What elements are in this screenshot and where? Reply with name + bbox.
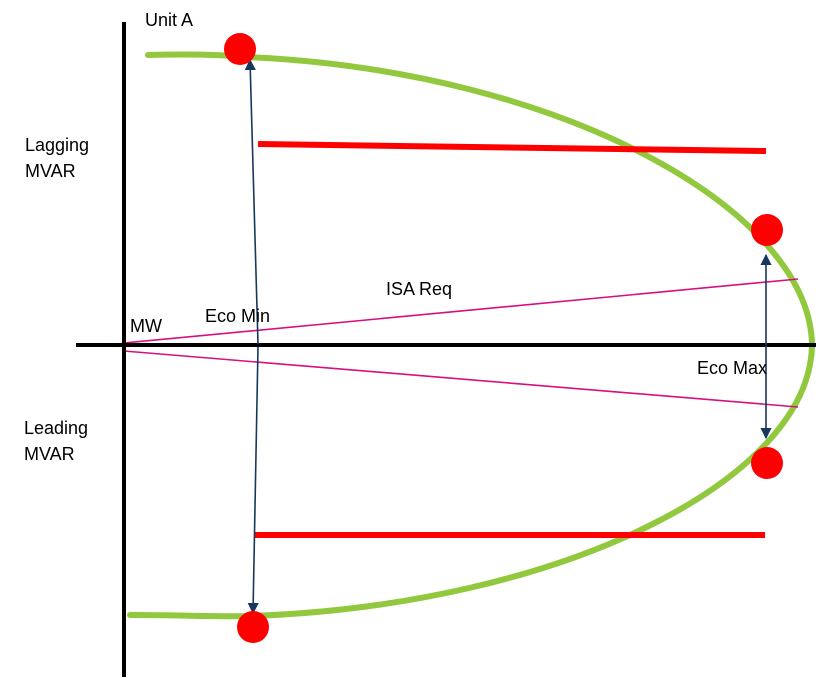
isa-req-label: ISA Req (386, 279, 453, 299)
leading-mvar-label-line1: Leading (24, 418, 89, 438)
marker-eco-max-leading (751, 447, 783, 479)
isa-req-line-lower (123, 350, 799, 408)
marker-eco-min-lagging (224, 33, 256, 65)
marker-eco-min-leading (237, 611, 269, 643)
diagram-title: Unit A (145, 10, 194, 30)
mw-axis-label: MW (130, 316, 162, 336)
lagging-mvar-label-line1: Lagging (25, 135, 90, 155)
leading-mvar-label-line2: MVAR (24, 444, 75, 464)
eco-min-arrow-down (247, 346, 259, 615)
eco-min-label: Eco Min (205, 306, 271, 326)
lagging-limit-bar (257, 141, 767, 154)
isa-req-line-upper (123, 278, 799, 344)
lagging-mvar-label-line2: MVAR (25, 161, 76, 181)
marker-eco-max-lagging (751, 214, 783, 246)
eco-max-label: Eco Max (697, 358, 768, 378)
eco-min-arrow-up (244, 58, 259, 345)
